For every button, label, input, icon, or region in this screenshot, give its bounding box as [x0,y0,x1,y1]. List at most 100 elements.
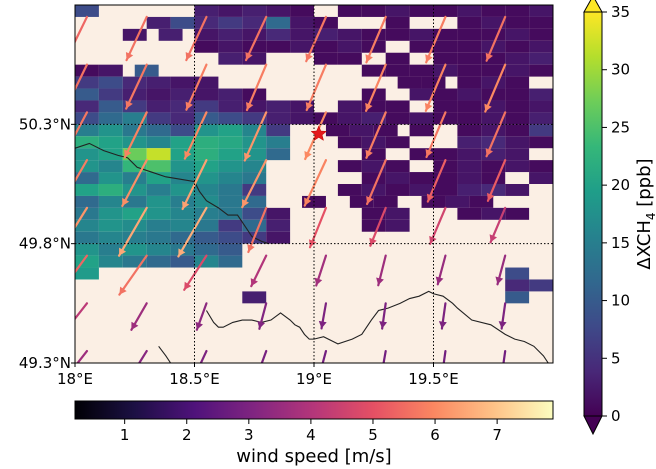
methane-cell [505,124,530,137]
methane-cell [505,16,530,29]
wind-arrow [365,15,387,64]
border-line [75,142,269,245]
methane-cell [122,184,147,196]
methane-cell [75,76,99,89]
methane-cell [75,219,99,232]
methane-cell [505,112,530,125]
methane-cell [505,279,530,292]
wind-tick-label: 3 [244,426,254,444]
wind-arrow-head [435,276,444,285]
methane-cell [457,172,482,184]
wind-arrow [244,15,268,62]
wind-arrow-shaft [241,159,268,209]
wind-arrow [424,63,447,112]
methane-cell [361,5,386,17]
methane-cell [457,160,482,173]
methane-cell [290,28,314,41]
wind-arrow-head [245,52,253,61]
methane-cell [409,28,434,41]
methane-cell [385,28,410,41]
methane-cell [266,207,291,220]
wind-arrow [183,111,208,160]
methane-cell [481,112,506,125]
methane-cell [337,52,362,65]
methane-cell [266,231,291,244]
y-tick-label: 49.3°N [19,354,71,372]
methane-cell [98,172,123,184]
wind-arrow-head [424,102,433,111]
colorbar-extend-low [583,415,603,436]
methane-cell [146,100,171,113]
methane-cell [170,136,195,149]
wind-arrow [185,15,208,62]
methane-cell [505,64,530,77]
methane-cell [529,136,553,149]
wind-arrow-head [185,101,193,110]
wind-arrow-head [304,150,312,159]
methane-cell [194,160,219,173]
wind-arrow-shaft [121,159,148,208]
wind-arrow-shaft [424,63,447,112]
methane-cell [385,52,410,65]
methane-cell [170,112,195,125]
methane-cell [505,40,530,53]
wind-arrow [435,254,447,286]
wind-arrow-head [62,195,69,203]
methane-cell [170,160,195,173]
wind-arrow [365,111,387,159]
methane-cell [349,124,374,137]
methane-cell [242,172,267,184]
methane-cell [218,207,243,220]
methane-cell [98,100,123,113]
methane-cell [75,195,99,208]
methane-cell [361,219,386,232]
wind-arrow [429,206,447,245]
methane-cell [433,28,458,41]
colorbar-extend-high [583,0,603,13]
methane-cell [481,160,506,173]
methane-cell [266,136,291,149]
wind-arrow [185,63,208,111]
methane-cell [146,124,171,137]
methane-cell [361,64,386,77]
methane-cell [290,16,314,29]
methane-cell [385,207,410,220]
methane-cell [266,40,291,53]
methane-cell [266,148,291,161]
methane-cell [266,219,291,232]
methane-cell [218,88,243,101]
wind-arrow [195,302,208,331]
methane-cell [75,88,99,101]
wind-arrow [303,159,328,207]
methane-cell [242,112,267,125]
methane-cell [314,52,338,65]
wind-arrow-shaft [125,63,148,110]
methane-cell [242,16,267,29]
methane-cell [385,100,410,113]
x-tick-label: 18.5°E [169,370,219,388]
wind-arrow-head [365,54,373,63]
methane-cell [122,100,147,113]
methane-cell [433,184,458,196]
methane-cell [122,112,147,125]
x-tick-label: 19.5°E [408,370,458,388]
methane-cell [122,231,147,244]
methane-cell [337,100,362,113]
methane-cell [170,76,195,89]
methane-cell [122,255,147,268]
wind-colorbar-ticks: 1 2 3 4 5 6 7 [120,419,502,444]
methane-cell [385,5,410,17]
methane-cell [122,172,147,184]
methane-cell [218,136,243,149]
methane-cell [98,184,123,196]
methane-cell [134,64,159,77]
methane-cell [122,219,147,232]
methane-cell [361,28,386,41]
methane-cell [481,5,506,17]
wind-arrow-head [495,276,504,285]
methane-cell [469,195,494,208]
wind-arrow-shaft [485,111,507,158]
colorbar-tick-label: 30 [611,61,630,79]
methane-cell [361,100,386,113]
methane-cell [146,243,171,256]
